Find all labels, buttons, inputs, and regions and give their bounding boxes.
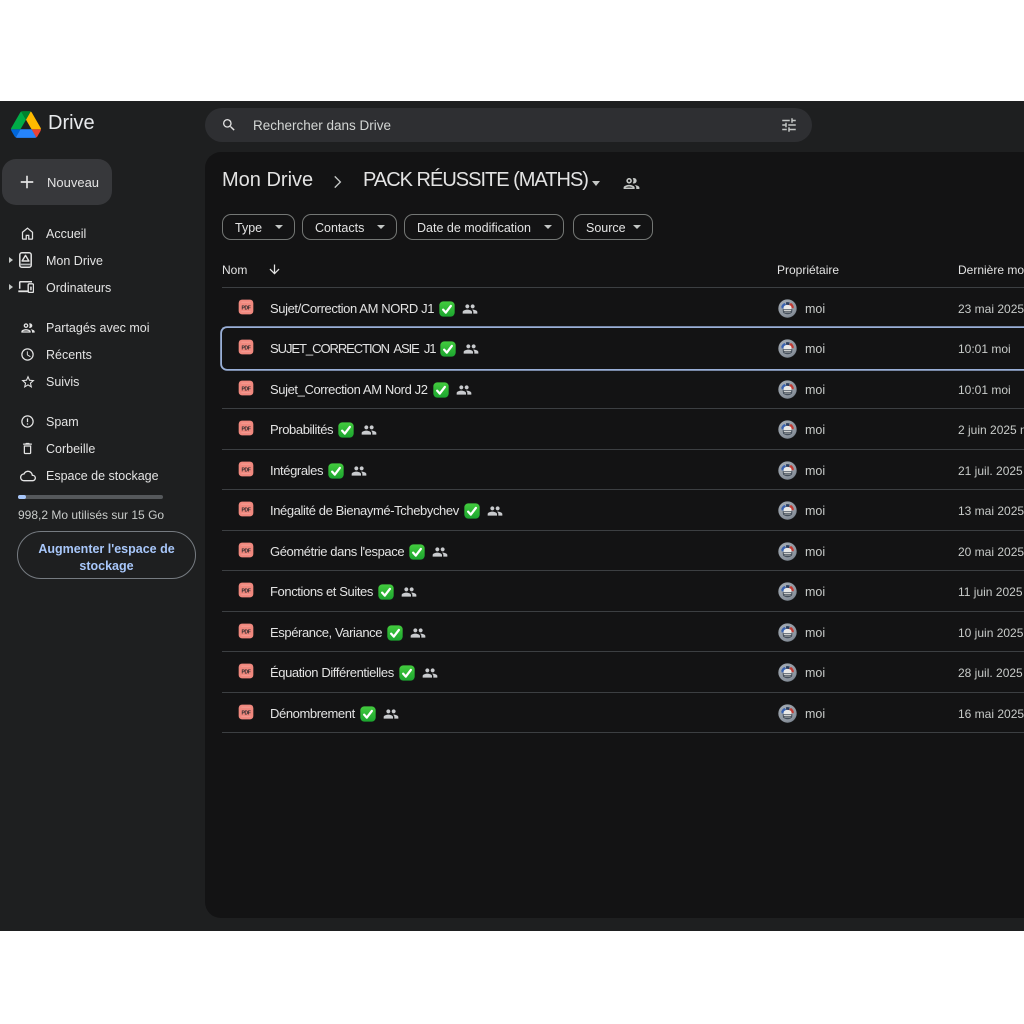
svg-text:PDF: PDF: [241, 305, 250, 311]
svg-text:PDF: PDF: [241, 386, 250, 392]
svg-text:PDF: PDF: [241, 467, 250, 473]
svg-text:PDF: PDF: [241, 710, 250, 716]
svg-text:PDF: PDF: [241, 629, 250, 635]
svg-text:PDF: PDF: [241, 548, 250, 554]
svg-text:PDF: PDF: [241, 588, 250, 594]
svg-text:PDF: PDF: [241, 345, 250, 351]
svg-text:PDF: PDF: [241, 669, 250, 675]
svg-text:PDF: PDF: [241, 426, 250, 432]
svg-text:PDF: PDF: [241, 507, 250, 513]
